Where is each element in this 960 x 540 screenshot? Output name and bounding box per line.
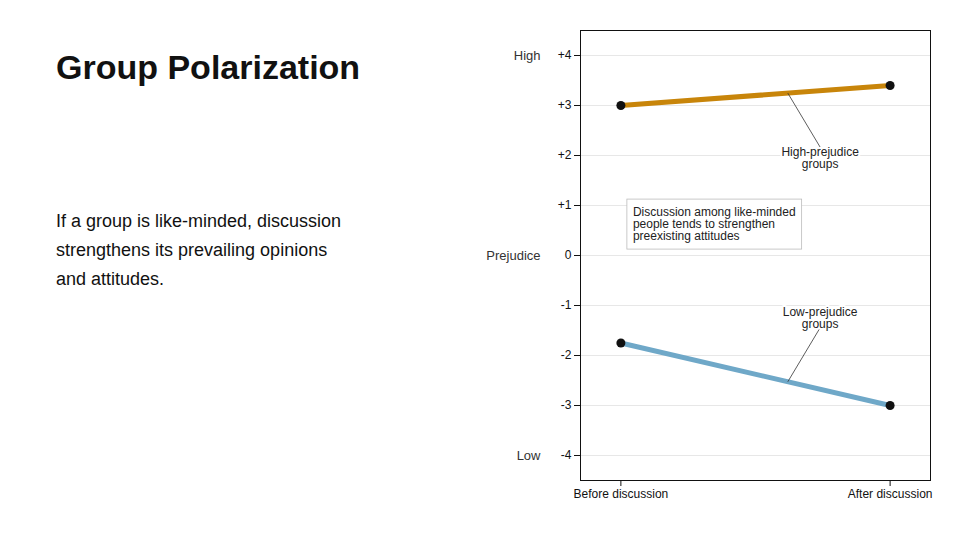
svg-text:+2: +2 — [558, 148, 572, 162]
svg-text:High: High — [514, 48, 541, 63]
html-text:If a group is like-minded, dis: If a group is like-minded, discussion st… — [56, 211, 342, 289]
svg-text:Discussion among like-mindedpe: Discussion among like-mindedpeople tends… — [633, 205, 796, 243]
svg-text:-1: -1 — [561, 298, 572, 312]
svg-text:Low: Low — [517, 448, 541, 463]
svg-text:0: 0 — [565, 248, 572, 262]
svg-text:-2: -2 — [561, 348, 572, 362]
svg-text:After discussion: After discussion — [848, 487, 933, 501]
svg-text:Prejudice: Prejudice — [486, 248, 540, 263]
svg-text:+1: +1 — [558, 198, 572, 212]
html-text:Group Polarization: Group Polarization — [56, 48, 361, 86]
svg-text:Low-prejudicegroups: Low-prejudicegroups — [783, 305, 858, 331]
svg-text:+3: +3 — [558, 98, 572, 112]
svg-text:High-prejudicegroups: High-prejudicegroups — [781, 145, 859, 171]
svg-text:+4: +4 — [558, 48, 572, 62]
svg-text:Before discussion: Before discussion — [574, 487, 669, 501]
svg-text:-4: -4 — [561, 448, 572, 462]
svg-text:-3: -3 — [561, 398, 572, 412]
